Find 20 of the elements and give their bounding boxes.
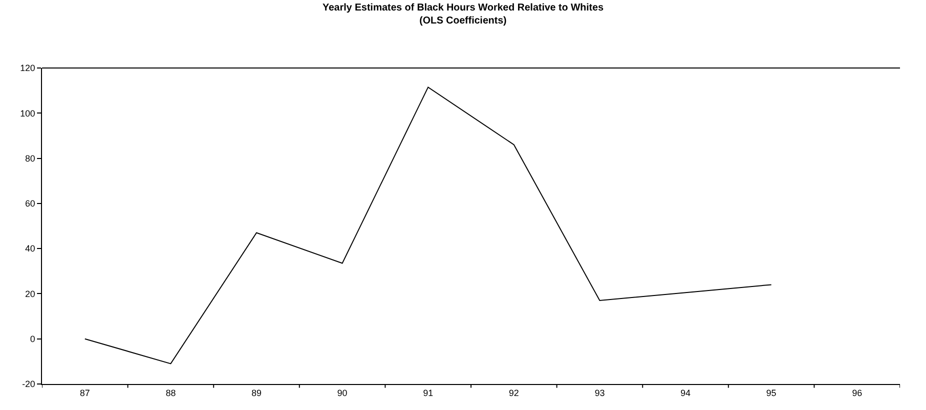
x-tick-label: 92 [508, 388, 519, 398]
y-tick-label: 60 [25, 198, 36, 209]
y-tick-label: 0 [30, 334, 36, 344]
y-tick-label: 20 [25, 288, 36, 299]
y-tick-label: -20 [22, 379, 36, 390]
x-tick-label: 94 [680, 388, 691, 398]
y-tick-label: 120 [20, 63, 36, 74]
x-tick-label: 87 [80, 388, 90, 398]
y-tick-label: 100 [20, 108, 36, 118]
x-tick-label: 95 [766, 388, 776, 398]
x-tick-label: 90 [337, 388, 348, 398]
y-tick-label: 80 [25, 153, 36, 164]
x-tick-label: 91 [423, 388, 434, 398]
x-tick-label: 88 [166, 388, 176, 398]
x-tick-label: 96 [852, 388, 862, 398]
x-tick-label: 93 [594, 388, 605, 398]
line-series [84, 86, 772, 364]
x-tick-label: 89 [251, 388, 262, 398]
chart-title: Yearly Estimates of Black Hours Worked Relative to Whites (OLS Coefficients) [322, 2, 604, 26]
y-tick-label: 40 [25, 244, 36, 254]
